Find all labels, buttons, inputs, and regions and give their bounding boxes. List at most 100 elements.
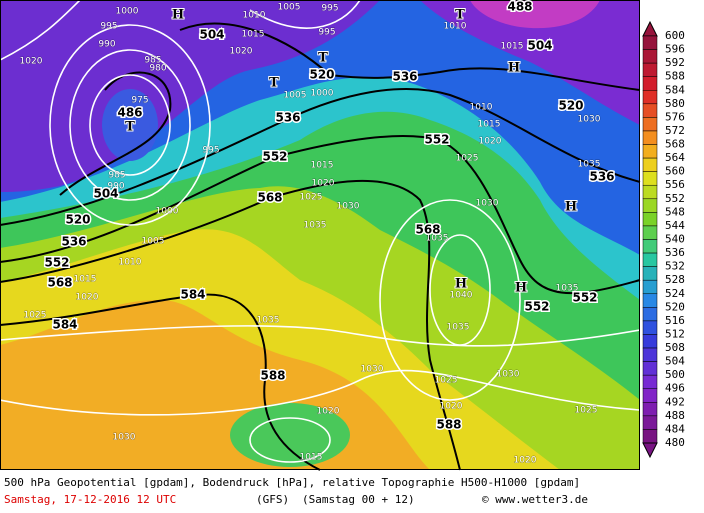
geopotential-label: 568: [257, 191, 282, 205]
geopotential-label: 568: [47, 276, 72, 290]
colorbar-label: 600: [665, 29, 685, 42]
pressure-label: 1015: [311, 161, 334, 171]
colorbar-label: 492: [665, 395, 685, 408]
colorbar-label: 536: [665, 246, 685, 259]
colorbar-label: 528: [665, 273, 685, 286]
map-frame: [0, 0, 640, 470]
pressure-label: 985: [144, 56, 161, 66]
pressure-label: 1010: [243, 11, 266, 21]
colorbar-segment: [642, 35, 658, 50]
colorbar-segment: [642, 90, 658, 105]
colorbar-segment: [642, 184, 658, 200]
geopotential-label: 584: [52, 318, 77, 332]
colorbar-label: 484: [665, 422, 685, 435]
map-fields: [0, 0, 640, 470]
pressure-label: 1030: [476, 199, 499, 209]
colorbar-label: 480: [665, 436, 685, 449]
pressure-label: 1010: [470, 103, 493, 113]
pressure-label: 1035: [578, 160, 601, 170]
colorbar-label: 560: [665, 165, 685, 178]
colorbar-label: 592: [665, 56, 685, 69]
footer-description: 500 hPa Geopotential [gpdam], Bodendruck…: [4, 476, 580, 489]
pressure-label: 1000: [156, 207, 179, 217]
geopotential-label: 536: [589, 170, 614, 184]
pressure-label: 990: [98, 40, 115, 50]
pressure-label: 1030: [578, 115, 601, 125]
colorbar-label: 540: [665, 233, 685, 246]
pressure-label: 1030: [337, 202, 360, 212]
pressure-label: 1025: [24, 311, 47, 321]
colorbar-segment: [642, 293, 658, 308]
colorbar-segment: [642, 157, 658, 172]
colorbar-label: 512: [665, 327, 685, 340]
colorbar-label: 596: [665, 43, 685, 56]
colorbar-label: 588: [665, 70, 685, 83]
colorbar-segment: [642, 239, 658, 254]
geopotential-label: 488: [507, 0, 532, 14]
colorbar-label: 500: [665, 368, 685, 381]
geopotential-label: 520: [309, 68, 334, 82]
colorbar-label: 544: [665, 219, 685, 232]
colorbar-segment: [642, 117, 658, 132]
colorbar-segment: [642, 402, 658, 417]
colorbar-label: 508: [665, 341, 685, 354]
geopotential-label: 552: [572, 291, 597, 305]
colorbar-segment: [642, 76, 658, 91]
geopotential-label: 588: [436, 418, 461, 432]
pressure-label: 1025: [456, 154, 479, 164]
colorbar-segment: [642, 130, 658, 145]
pressure-label: 990: [107, 182, 124, 192]
pressure-label: 1015: [242, 30, 265, 40]
pressure-label: 1020: [440, 402, 463, 412]
pressure-label: 980: [149, 64, 166, 74]
colorbar-label: 556: [665, 178, 685, 191]
pressure-label: 1010: [444, 22, 467, 32]
pressure-label: 1025: [575, 406, 598, 416]
pressure-center-marker: T: [318, 51, 328, 66]
pressure-center-marker: H: [565, 200, 577, 215]
colorbar-label: 524: [665, 287, 685, 300]
colorbar-segment: [642, 171, 658, 186]
pressure-label: 1035: [447, 323, 470, 333]
colorbar-segment: [642, 374, 658, 389]
pressure-label: 1015: [478, 120, 501, 130]
pressure-label: 1025: [435, 376, 458, 386]
pressure-label: 1000: [116, 7, 139, 17]
pressure-label: 1020: [20, 57, 43, 67]
pressure-label: 1015: [74, 275, 97, 285]
pressure-label: 1020: [514, 456, 537, 466]
pressure-label: 1020: [312, 179, 335, 189]
colorbar-segment: [642, 144, 658, 159]
colorbar-segment: [642, 279, 658, 295]
pressure-label: 1035: [556, 284, 579, 294]
colorbar-segment: [642, 49, 658, 64]
pressure-label: 1035: [257, 316, 280, 326]
pressure-label: 1020: [317, 407, 340, 417]
pressure-label: 1020: [76, 293, 99, 303]
pressure-center-marker: H: [508, 61, 520, 76]
colorbar-segment: [642, 212, 658, 227]
pressure-label: 1035: [426, 234, 449, 244]
colorbar-label: 548: [665, 205, 685, 218]
colorbar-segment: [642, 307, 658, 322]
colorbar-segment: [642, 225, 658, 240]
geopotential-label: 504: [93, 187, 118, 201]
pressure-label: 1005: [284, 91, 307, 101]
footer-credit: © www.wetter3.de: [482, 493, 588, 506]
colorbar-segment: [642, 334, 658, 349]
pressure-label: 1035: [304, 221, 327, 231]
geopotential-label: 504: [199, 28, 224, 42]
geopotential-label: 536: [275, 111, 300, 125]
colorbar-segment: [642, 266, 658, 281]
colorbar-label: 568: [665, 138, 685, 151]
colorbar-segment: [642, 388, 658, 403]
colorbar-label: 552: [665, 192, 685, 205]
pressure-label: 1015: [501, 42, 524, 52]
pressure-label: 975: [131, 96, 148, 106]
pressure-center-marker: H: [515, 281, 527, 296]
geopotential-label: 504: [527, 39, 552, 53]
geopotential-label: 588: [260, 369, 285, 383]
colorbar-label: 584: [665, 83, 685, 96]
colorbar-segment: [642, 103, 658, 118]
pressure-label: 1015: [300, 453, 323, 463]
